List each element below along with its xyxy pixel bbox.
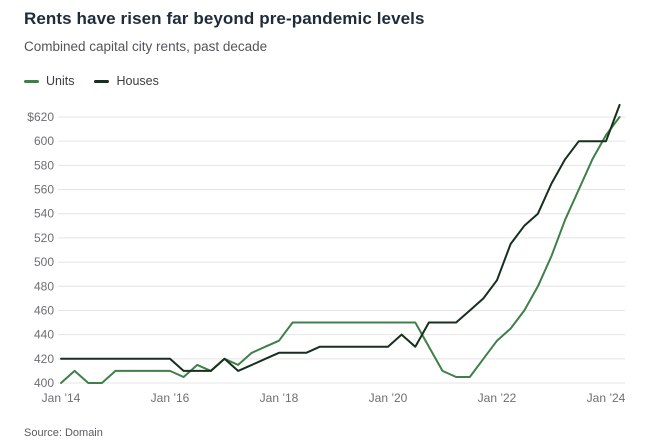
units-line — [60, 116, 621, 384]
legend-label-houses: Houses — [116, 74, 159, 88]
x-axis-tick-label: Jan ’20 — [369, 391, 408, 405]
x-axis-tick-label: Jan ’16 — [151, 391, 190, 405]
legend-item-houses: Houses — [94, 74, 159, 88]
legend-label-units: Units — [46, 74, 75, 88]
y-axis-tick-label: 600 — [34, 134, 54, 148]
x-axis-tick-label: Jan ’22 — [478, 391, 517, 405]
houses-line-swatch — [94, 79, 110, 83]
source-note: Source: Domain — [24, 427, 103, 439]
y-axis-tick-label: 520 — [34, 231, 54, 245]
legend-item-units: Units — [24, 74, 74, 88]
y-axis-tick-label: 540 — [34, 207, 54, 221]
y-axis-tick-label: 400 — [34, 376, 54, 390]
x-axis-tick-label: Jan ’14 — [42, 391, 81, 405]
chart-subtitle: Combined capital city rents, past decade — [24, 39, 268, 54]
chart-legend: Units Houses — [24, 74, 159, 88]
y-axis-tick-label: 420 — [34, 352, 54, 366]
y-axis-tick-label: 560 — [34, 183, 54, 197]
y-axis-tick-label: 460 — [34, 303, 54, 317]
y-axis-tick-label: $620 — [27, 110, 54, 124]
houses-line — [60, 103, 621, 372]
units-line-swatch — [24, 79, 39, 83]
x-axis-tick-label: Jan ’24 — [587, 391, 626, 405]
y-axis-tick-label: 480 — [34, 279, 54, 293]
chart-title: Rents have risen far beyond pre-pandemic… — [24, 9, 425, 28]
x-axis-tick-label: Jan ’18 — [260, 391, 299, 405]
y-axis-tick-label: 500 — [34, 255, 54, 269]
y-axis-tick-label: 580 — [34, 158, 54, 172]
y-axis-tick-label: 440 — [34, 328, 54, 342]
